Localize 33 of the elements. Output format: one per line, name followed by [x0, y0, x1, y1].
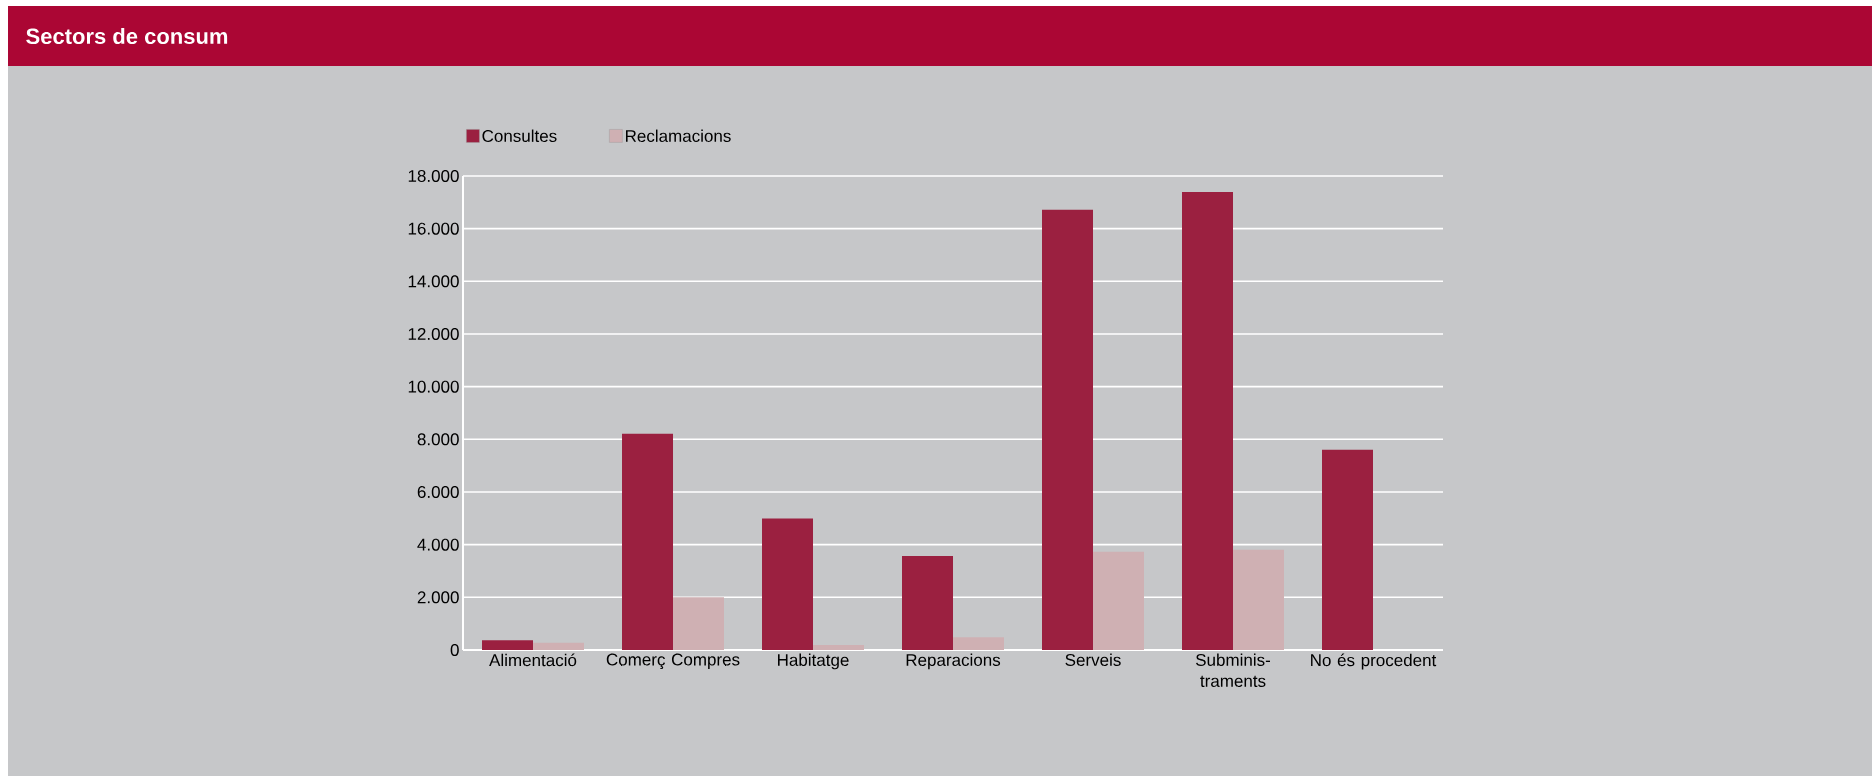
- y-tick-label: 0: [450, 643, 459, 657]
- y-tick-label: 14.000: [408, 275, 459, 288]
- y-tick-label: 8.000: [417, 433, 459, 446]
- x-tick-label: Reparacions: [906, 653, 1001, 670]
- bar: [762, 518, 814, 650]
- bar: [813, 644, 865, 650]
- y-tick-label: 2.000: [417, 591, 459, 604]
- x-tick-label: Subminis-traments: [1195, 653, 1271, 688]
- x-tick-label: Alimentació: [489, 653, 577, 667]
- bar: [1233, 549, 1284, 650]
- bar: [533, 642, 585, 650]
- x-tick-label: Comerç Compres: [606, 653, 740, 669]
- bar: [673, 597, 725, 650]
- y-tick-label: 6.000: [417, 485, 459, 499]
- bar: [622, 433, 674, 650]
- bar: [902, 555, 954, 650]
- x-tick-label: Habitatge: [778, 653, 849, 670]
- bar: [1322, 449, 1373, 650]
- bar: [1093, 551, 1145, 650]
- x-tick-label: Serveis: [1065, 653, 1121, 667]
- y-tick-label: 12.000: [408, 327, 459, 341]
- text: Sectors de consum: [26, 27, 228, 45]
- y-tick-label: 4.000: [417, 538, 459, 551]
- bar: [1182, 192, 1234, 650]
- legend-label: Consultes: [482, 129, 557, 143]
- y-tick-label: 16.000: [408, 222, 459, 235]
- y-tick-label: 18.000: [408, 169, 459, 183]
- bar: [482, 640, 534, 650]
- bar: [953, 637, 1005, 650]
- x-tick-label: No és procedent: [1311, 653, 1437, 670]
- legend-label: Reclamacions: [626, 129, 731, 143]
- y-tick-label: 10.000: [408, 380, 459, 393]
- bar: [1042, 209, 1093, 650]
